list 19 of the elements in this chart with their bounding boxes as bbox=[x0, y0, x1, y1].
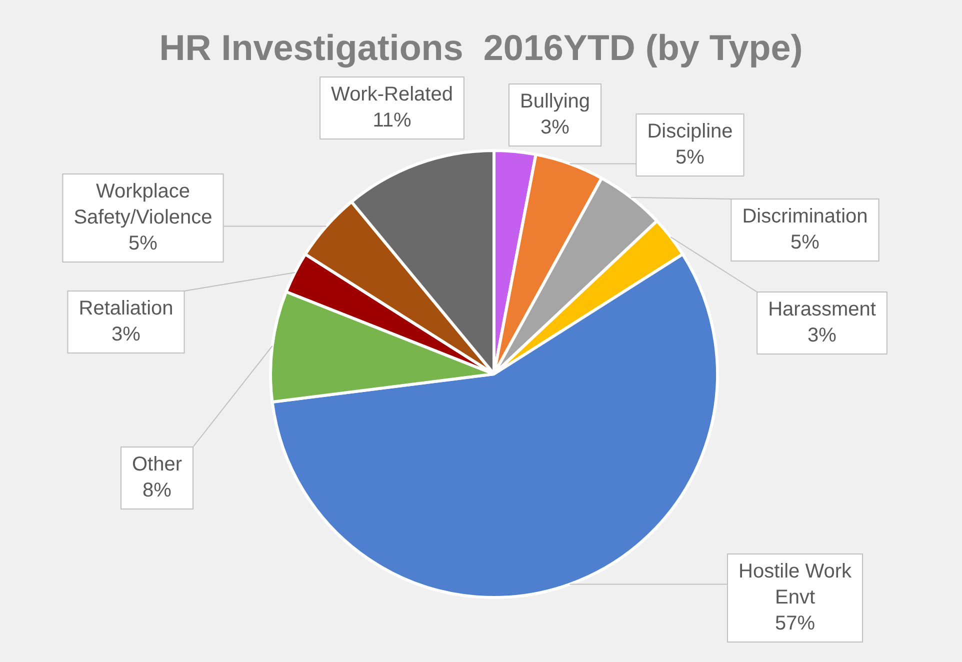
slice-label: Workplace Safety/Violence bbox=[74, 180, 212, 229]
slice-label: Work-Related bbox=[331, 84, 453, 106]
data-label: 8% bbox=[142, 480, 172, 502]
slice-label: Other bbox=[132, 454, 182, 476]
data-label: 5% bbox=[128, 232, 158, 255]
data-label: 5% bbox=[676, 146, 705, 169]
slice-label: Discrimination bbox=[742, 206, 868, 228]
slice-label: Hostile Work Envt bbox=[738, 560, 852, 609]
slice-label: Retaliation bbox=[78, 298, 174, 320]
data-label: 3% bbox=[112, 324, 141, 346]
data-label: 3% bbox=[808, 324, 837, 347]
data-label: 5% bbox=[790, 232, 820, 254]
slice-label: Bullying bbox=[520, 90, 590, 113]
slice-label: Harassment bbox=[768, 298, 876, 321]
data-label: 57% bbox=[774, 612, 816, 635]
data-label: 3% bbox=[540, 116, 570, 139]
data-label: 11% bbox=[372, 110, 412, 132]
chart-title: HR Investigations 2016YTD (by Type) bbox=[159, 26, 803, 68]
slice-label: Discipline bbox=[647, 120, 733, 143]
